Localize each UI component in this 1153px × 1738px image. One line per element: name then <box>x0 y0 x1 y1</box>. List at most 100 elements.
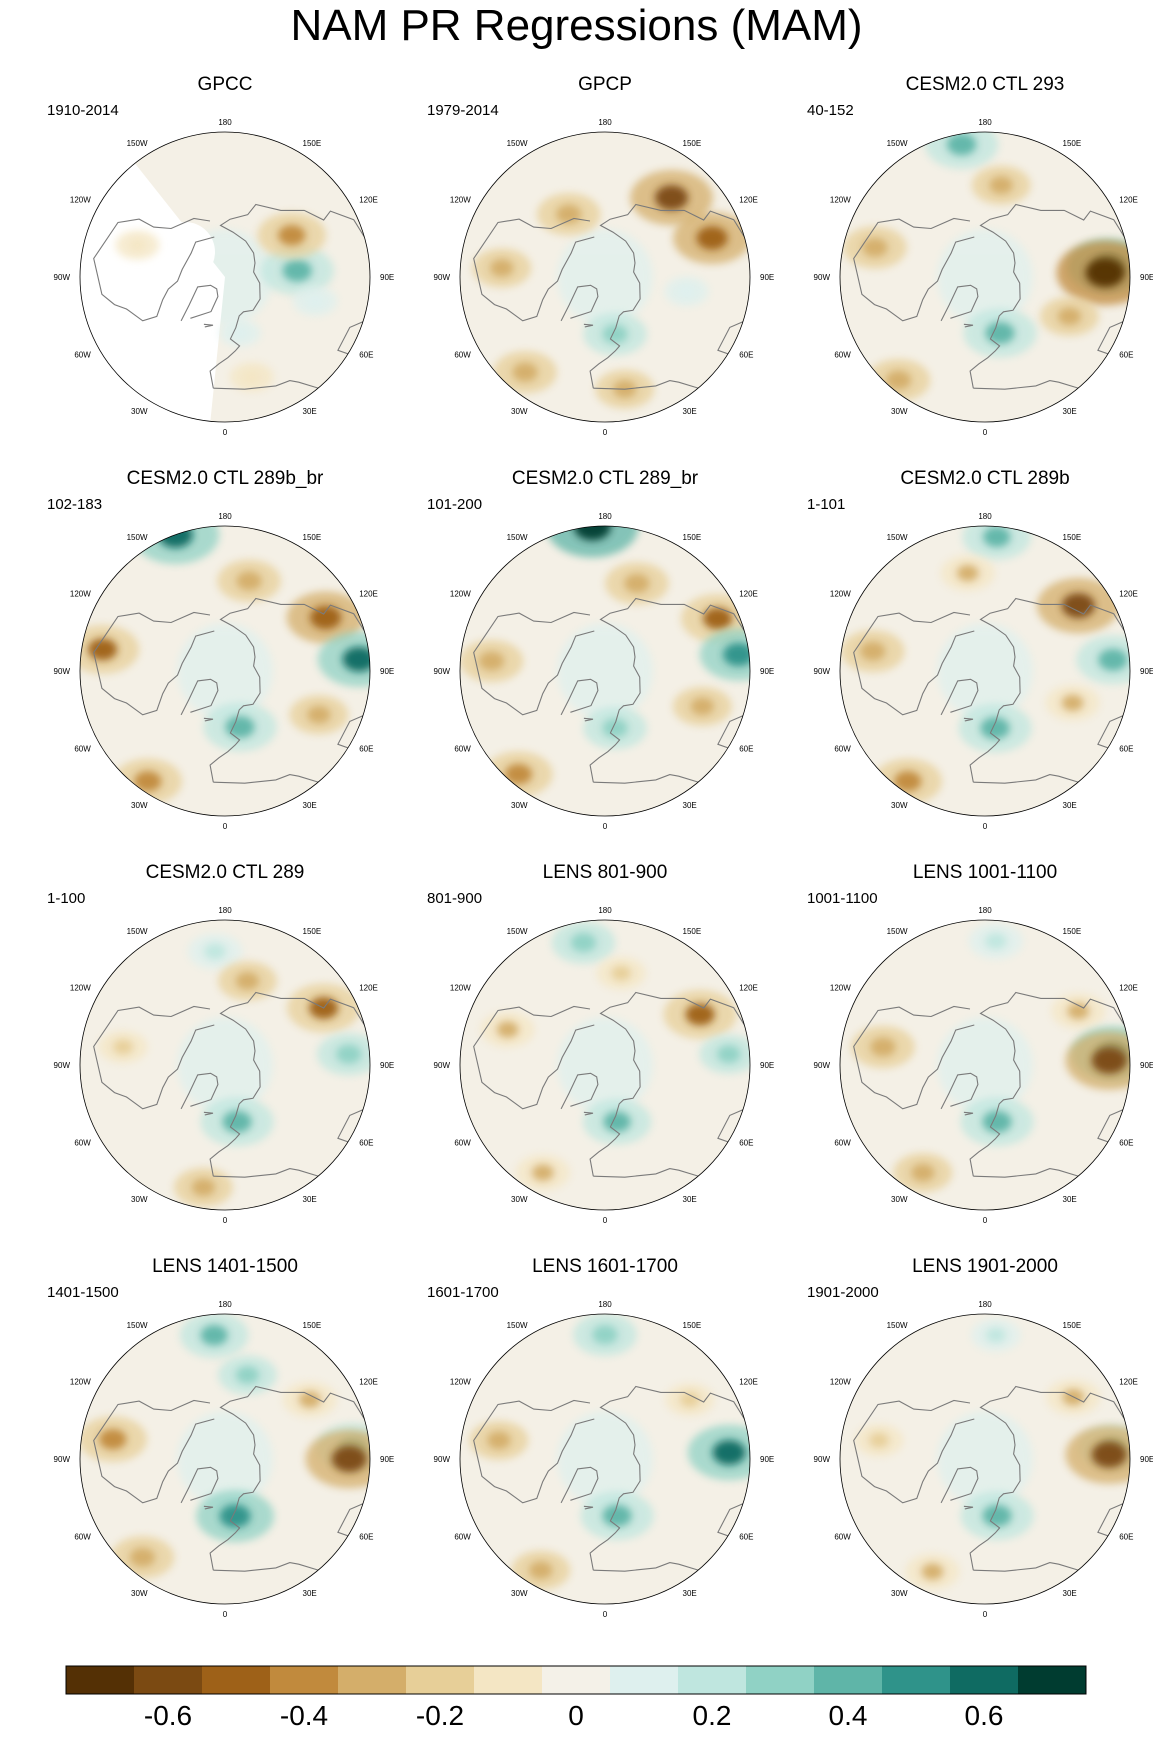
anomaly-core <box>611 965 632 981</box>
longitude-label: 0 <box>983 428 988 437</box>
longitude-label: 0 <box>603 428 608 437</box>
longitude-label: 30E <box>303 1589 317 1598</box>
colorbar-tick-label: -0.4 <box>279 1700 329 1731</box>
anomaly-core <box>982 1504 1012 1527</box>
anomaly-core <box>570 933 597 953</box>
map-panel: 180 150E 120E 90E 60E 30E 0 30W 60W 90W 120W 150W LE… <box>415 860 795 1255</box>
longitude-label: 30E <box>1063 407 1077 416</box>
colorbar-tick-label: 0.4 <box>828 1700 868 1731</box>
colorbar-swatch <box>882 1666 951 1694</box>
anomaly-core <box>690 697 715 716</box>
panel-title: LENS 801-900 <box>542 862 668 883</box>
arctic-anomaly <box>177 1411 273 1507</box>
longitude-label: 120W <box>450 984 471 993</box>
polar-map: 180 150E 120E 90E 60E 30E 0 30W 60W 90W 120W 150W <box>434 118 775 437</box>
longitude-label: 120E <box>1119 1378 1138 1387</box>
coastline <box>203 323 214 328</box>
coastline <box>209 203 370 389</box>
longitude-label: 150E <box>1063 1321 1082 1330</box>
anomaly-core <box>677 284 696 299</box>
anomaly-core <box>956 564 979 582</box>
coastline <box>853 611 975 716</box>
longitude-label: 30E <box>303 801 317 810</box>
longitude-label: 150W <box>127 139 148 148</box>
arctic-anomaly <box>177 623 273 719</box>
panel-period: 1-101 <box>807 496 846 513</box>
arctic-anomaly <box>557 1411 653 1507</box>
longitude-label: 150W <box>887 533 908 542</box>
polar-map: 180 150E 120E 90E 60E 30E 0 30W 60W 90W 120W 150W <box>54 1300 395 1619</box>
anomaly-core <box>946 133 977 156</box>
longitude-label: 60W <box>454 745 471 754</box>
longitude-label: 150W <box>127 927 148 936</box>
anomaly-core <box>712 1440 746 1465</box>
colorbar-swatch <box>746 1666 815 1694</box>
longitude-label: 90E <box>1140 1455 1153 1464</box>
longitude-label: 150W <box>887 1321 908 1330</box>
longitude-label: 30W <box>511 1195 528 1204</box>
longitude-label: 150E <box>303 1321 322 1330</box>
anomaly-core <box>603 1111 631 1132</box>
longitude-label: 30W <box>511 1589 528 1598</box>
longitude-label: 30E <box>303 407 317 416</box>
colorbar-swatch <box>270 1666 339 1694</box>
longitude-label: 150E <box>303 927 322 936</box>
polar-map: 180 150E 120E 90E 60E 30E 0 30W 60W 90W 120W 150W <box>54 512 395 831</box>
colorbar-swatch <box>474 1666 543 1694</box>
longitude-label: 120E <box>739 1378 758 1387</box>
panel-period: 1401-1500 <box>47 1284 119 1301</box>
anomaly-core <box>490 259 514 277</box>
longitude-label: 60E <box>1119 351 1133 360</box>
longitude-label: 90E <box>760 1061 774 1070</box>
longitude-label: 60E <box>1119 745 1133 754</box>
coastline <box>589 203 750 389</box>
anomaly-core <box>225 716 255 739</box>
anomaly-core <box>723 642 750 667</box>
longitude-label: 30E <box>683 801 697 810</box>
longitude-label: 90W <box>434 1061 451 1070</box>
colorbar <box>65 1665 1087 1695</box>
longitude-label: 90E <box>1140 273 1153 282</box>
longitude-label: 30E <box>1063 1195 1077 1204</box>
longitude-label: 0 <box>223 1610 228 1619</box>
longitude-label: 0 <box>603 1216 608 1225</box>
longitude-label: 150W <box>507 533 528 542</box>
anomaly-core <box>602 324 628 344</box>
colorbar-swatch <box>406 1666 475 1694</box>
longitude-label: 90W <box>54 1455 71 1464</box>
coastline <box>589 1385 750 1571</box>
coastline <box>560 1466 599 1504</box>
longitude-label: 120E <box>739 590 758 599</box>
longitude-label: 120E <box>1119 984 1138 993</box>
longitude-label: 180 <box>978 512 992 521</box>
longitude-label: 60E <box>739 745 753 754</box>
anomaly-core <box>134 771 162 792</box>
longitude-label: 90W <box>434 1455 451 1464</box>
map-panel: 180 150E 120E 90E 60E 30E 0 30W 60W 90W 120W 150W LE… <box>35 1254 415 1649</box>
longitude-label: 90E <box>380 273 394 282</box>
longitude-label: 90E <box>1140 667 1153 676</box>
longitude-label: 30W <box>511 801 528 810</box>
anomaly-core <box>342 646 370 672</box>
colorbar-swatch <box>338 1666 407 1694</box>
coastline <box>203 1111 214 1116</box>
longitude-label: 60W <box>834 1533 851 1542</box>
anomaly-core <box>983 526 1011 548</box>
colorbar-swatch <box>950 1666 1019 1694</box>
coastline <box>473 217 595 322</box>
longitude-label: 120E <box>1119 590 1138 599</box>
longitude-label: 180 <box>978 906 992 915</box>
longitude-label: 60W <box>454 351 471 360</box>
coastline <box>203 717 214 722</box>
colorbar-swatch <box>66 1666 135 1694</box>
arctic-anomaly <box>937 229 1033 325</box>
longitude-label: 30W <box>131 801 148 810</box>
anomaly-core <box>1085 258 1125 288</box>
longitude-label: 90E <box>760 1455 774 1464</box>
coastline <box>209 1385 370 1571</box>
longitude-label: 120E <box>359 590 378 599</box>
longitude-label: 90W <box>814 667 831 676</box>
longitude-label: 120W <box>450 1378 471 1387</box>
longitude-label: 120E <box>359 196 378 205</box>
longitude-label: 30W <box>131 407 148 416</box>
